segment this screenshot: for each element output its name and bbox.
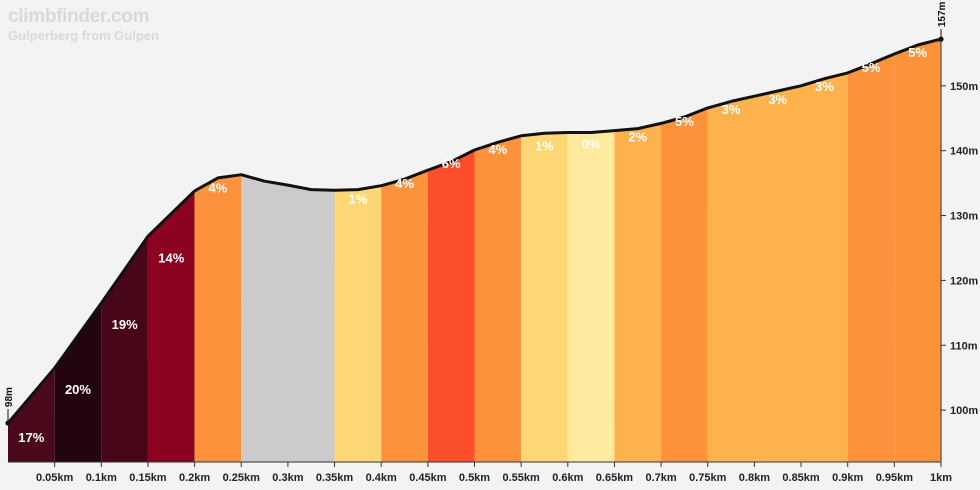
y-tick-label: 150m (950, 81, 978, 93)
x-tick-label: 0.45km (409, 472, 447, 484)
x-tick-label: 0.95km (876, 472, 914, 484)
segment-gradient-label: 6% (442, 156, 461, 171)
y-tick-label: 120m (950, 275, 978, 287)
segment-gradient-label: 17% (18, 430, 44, 445)
segment-gradient-label: 4% (488, 142, 507, 157)
gradient-segment-14 (661, 107, 708, 463)
x-tick-label: 0.55km (502, 472, 540, 484)
gradient-segment-5 (194, 174, 242, 462)
segment-gradient-label: 4% (395, 176, 414, 191)
y-tick-label: 110m (950, 340, 978, 352)
gradient-segment-17 (801, 72, 848, 463)
x-tick-label: 0.75km (689, 472, 727, 484)
gradient-segment-10 (474, 135, 522, 463)
x-tick-label: 0.9km (832, 472, 863, 484)
gradient-segment-12 (567, 130, 615, 462)
x-tick-label: 0.6km (552, 472, 583, 484)
x-tick-label: 0.35km (316, 472, 354, 484)
gradient-segment-18 (847, 54, 895, 462)
segment-gradient-label: 2% (628, 129, 647, 144)
x-tick-label: 0.8km (739, 472, 770, 484)
chart-subtitle: Gulperberg from Gulpen (8, 28, 159, 43)
brand-watermark: climbfinder.com (8, 6, 150, 27)
x-tick-label: 0.05km (36, 472, 74, 484)
end-marker (938, 36, 944, 42)
segment-gradient-label: 1% (348, 192, 367, 207)
end-elevation-label: 157m (937, 1, 948, 27)
x-tick-label: 0.85km (782, 472, 820, 484)
segment-gradient-label: 3% (768, 92, 787, 107)
x-tick-label: 0.7km (645, 472, 676, 484)
x-tick-label: 0.15km (129, 472, 167, 484)
x-tick-label: 0.5km (459, 472, 490, 484)
gradient-segment-2 (54, 303, 102, 462)
x-tick-label: 0.2km (179, 472, 210, 484)
gradient-segment-8 (381, 170, 428, 462)
x-tick-label: 0.3km (272, 472, 303, 484)
x-tick-label: 1km (930, 472, 952, 484)
segment-gradient-label: 3% (815, 79, 834, 94)
x-tick-label: 0.25km (223, 472, 261, 484)
segment-gradient-label: 5% (862, 60, 881, 75)
segment-gradient-label: 3% (722, 102, 741, 117)
x-tick-label: 0.65km (596, 472, 634, 484)
segment-gradient-label: 4% (209, 181, 228, 196)
gradient-segment-7 (334, 185, 382, 462)
y-tick-label: 100m (950, 405, 978, 417)
segment-gradient-label: 0% (582, 137, 601, 152)
y-tick-label: 140m (950, 146, 978, 158)
segment-gradient-label: 1% (535, 139, 554, 154)
gradient-segment-1 (8, 368, 55, 462)
gradient-segment-15 (707, 96, 755, 462)
gradient-segment-16 (754, 85, 802, 463)
gradient-segment-3 (101, 236, 148, 462)
y-tick-label: 130m (950, 211, 978, 223)
start-elevation-label: 98m (4, 387, 15, 407)
segment-gradient-label: 19% (112, 317, 138, 332)
segment-gradient-label: 20% (65, 382, 91, 397)
elevation-profile-line (6, 37, 943, 425)
gradient-segment-11 (521, 132, 568, 462)
gradient-segment-4 (147, 190, 195, 462)
gradient-segment-13 (614, 123, 662, 463)
segment-gradient-label: 14% (158, 250, 184, 265)
x-tick-label: 0.1km (86, 472, 117, 484)
segment-gradient-label: 5% (675, 114, 694, 129)
gradient-segment-19 (894, 39, 941, 462)
gradient-segment-9 (427, 150, 475, 462)
segment-gradient-label: 5% (908, 45, 927, 60)
x-tick-label: 0.4km (366, 472, 397, 484)
gradient-segment-6 (241, 174, 335, 462)
